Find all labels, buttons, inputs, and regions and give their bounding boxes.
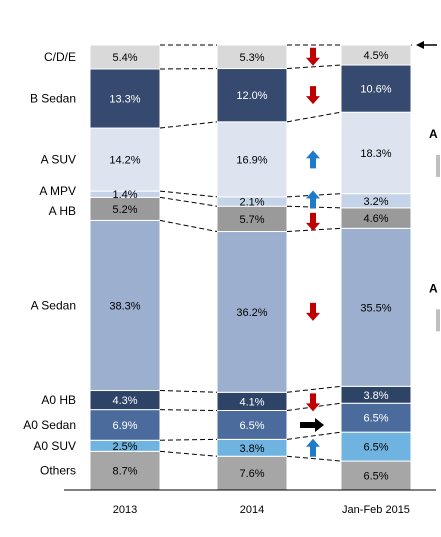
data-label-c-d-e-2014: 5.3%: [239, 52, 264, 64]
data-label-a0-hb-2014: 4.1%: [239, 396, 264, 408]
connector-a0-sedan: [160, 410, 217, 411]
series-label-a0-hb: A0 HB: [41, 393, 76, 407]
trend-arrow-a-sedan-down-icon: [306, 303, 320, 321]
connector-a0-suv: [160, 439, 217, 440]
series-label-a0-sedan: A0 Sedan: [23, 418, 76, 432]
trend-arrow-a-mpv-up-icon: [306, 191, 320, 209]
connector-a-suv: [160, 122, 217, 128]
data-label-a0-sedan-2014: 6.5%: [239, 420, 264, 432]
data-label-others-2013: 8.7%: [112, 466, 137, 478]
data-label-a-hb-2013: 5.2%: [112, 204, 137, 216]
connector-a0-suv: [287, 432, 341, 439]
trend-arrow-a-suv-up-icon: [306, 150, 320, 168]
series-label-a0-suv: A0 SUV: [33, 439, 76, 453]
series-label-a-hb: A HB: [49, 204, 76, 218]
data-label-a-sedan-2014: 36.2%: [236, 307, 267, 319]
data-label-a-mpv-jan-feb-2015: 3.2%: [363, 196, 388, 208]
connector-a-sedan: [160, 220, 217, 231]
data-label-a-sedan-jan-feb-2015: 35.5%: [360, 302, 391, 314]
data-label-a0-hb-jan-feb-2015: 3.8%: [363, 390, 388, 402]
trend-arrow-b-sedan-down-icon: [306, 86, 320, 104]
connector-a-mpv: [160, 191, 217, 197]
data-label-others-2014: 7.6%: [239, 468, 264, 480]
connector-others: [160, 451, 217, 456]
data-label-a0-suv-jan-feb-2015: 6.5%: [363, 442, 388, 454]
right-edge-mark-1: [436, 155, 440, 177]
trend-arrow-c-d-e-down-icon: [306, 48, 320, 66]
series-label-c-d-e: C/D/E: [44, 50, 76, 64]
data-label-a0-sedan-2013: 6.9%: [112, 420, 137, 432]
x-tick-label-2014: 2014: [240, 504, 264, 516]
connector-a0-hb: [287, 386, 341, 392]
connector-others: [287, 456, 341, 461]
data-label-b-sedan-2014: 12.0%: [236, 90, 267, 102]
labels-group: 8.7% 7.6% 6.5% 2.5% 3.8% 6.5% 6.9% 6.5% 6.5% 4.3%…: [23, 50, 392, 483]
series-label-a-sedan: A Sedan: [31, 298, 76, 312]
data-label-a-mpv-2013: 1.4%: [112, 189, 137, 201]
trend-arrow-a0-sedan-right-icon: [300, 418, 324, 432]
data-label-a-hb-2014: 5.7%: [239, 214, 264, 226]
connector-b-sedan: [287, 65, 341, 69]
trend-arrow-a0-hb-down-icon: [306, 393, 320, 411]
data-label-a-hb-jan-feb-2015: 4.6%: [363, 213, 388, 225]
series-label-others: Others: [40, 464, 76, 478]
connector-a-suv: [287, 112, 341, 122]
data-label-a0-hb-2013: 4.3%: [112, 395, 137, 407]
connector-a-hb: [160, 197, 217, 206]
right-edge-mark-2: [436, 309, 440, 331]
data-label-a-sedan-2013: 38.3%: [109, 300, 140, 312]
data-label-c-d-e-jan-feb-2015: 4.5%: [363, 50, 388, 62]
data-label-a-suv-2014: 16.9%: [236, 154, 267, 166]
data-label-a0-sedan-jan-feb-2015: 6.5%: [363, 413, 388, 425]
data-label-a-suv-2013: 14.2%: [109, 155, 140, 167]
right-edge-letter-1: A: [429, 127, 438, 141]
data-label-b-sedan-jan-feb-2015: 10.6%: [360, 84, 391, 96]
x-tick-label-jan-feb-2015: Jan-Feb 2015: [342, 504, 410, 516]
data-label-b-sedan-2013: 13.3%: [109, 94, 140, 106]
data-label-a-mpv-2014: 2.1%: [239, 197, 264, 209]
data-label-others-jan-feb-2015: 6.5%: [363, 471, 388, 483]
data-label-c-d-e-2013: 5.4%: [112, 52, 137, 64]
series-label-a-suv: A SUV: [41, 153, 76, 167]
pointer-left-arrow-icon: [416, 41, 424, 49]
trend-arrow-a0-suv-up-icon: [306, 439, 320, 457]
connector-a0-hb: [160, 391, 217, 393]
right-edge-letter-2: A: [429, 281, 438, 295]
x-tick-label-2013: 2013: [113, 504, 137, 516]
data-label-a-suv-jan-feb-2015: 18.3%: [360, 148, 391, 160]
series-label-a-mpv: A MPV: [39, 184, 76, 198]
data-label-a0-suv-2014: 3.8%: [239, 443, 264, 455]
data-label-a0-suv-2013: 2.5%: [112, 441, 137, 453]
series-label-b-sedan: B Sedan: [30, 92, 76, 106]
trend-arrow-a-hb-down-icon: [306, 213, 320, 231]
